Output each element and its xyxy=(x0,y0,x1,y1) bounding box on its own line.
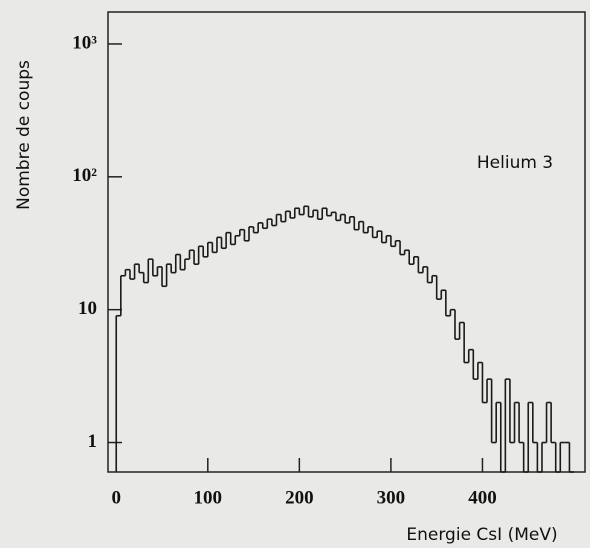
y-tick-label: 10 xyxy=(78,298,97,319)
x-tick-label: 100 xyxy=(194,487,223,508)
x-tick-label: 300 xyxy=(377,487,406,508)
y-axis-label: Nombre de coups xyxy=(14,60,34,210)
x-tick-label: 400 xyxy=(468,487,497,508)
y-tick-label: 10² xyxy=(72,165,97,186)
y-tick-label: 10³ xyxy=(72,32,97,53)
x-tick-label: 200 xyxy=(285,487,314,508)
x-axis-label: Energie CsI (MeV) xyxy=(406,525,557,545)
y-tick-label: 1 xyxy=(88,431,98,452)
plot-frame xyxy=(107,11,586,473)
x-tick-label: 0 xyxy=(111,487,121,508)
annotation: Helium 3 xyxy=(477,153,553,173)
